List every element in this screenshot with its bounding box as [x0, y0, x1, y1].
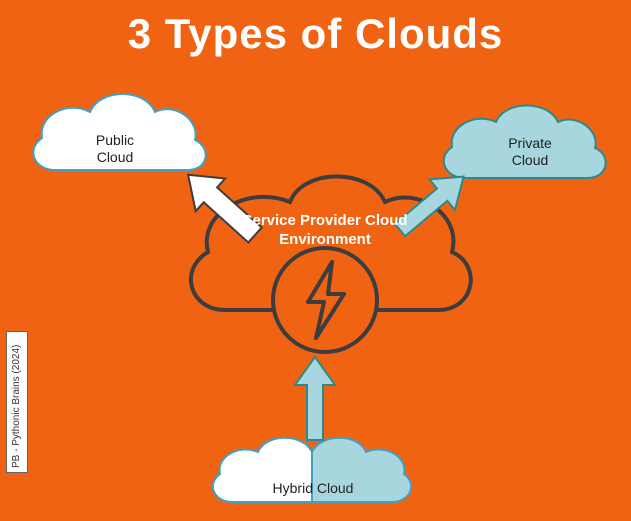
center-circle [273, 248, 377, 352]
arrow-from-hybrid [295, 357, 335, 440]
attribution-box: PB - Pythonic Brains (2024) [6, 331, 28, 473]
attribution-text: PB - Pythonic Brains (2024) [11, 328, 22, 468]
public-cloud-label: Public Cloud [85, 132, 145, 166]
hybrid-cloud-label: Hybrid Cloud [268, 480, 358, 497]
diagram-canvas: 3 Types of Clouds [0, 0, 631, 521]
private-cloud-label: Private Cloud [500, 135, 560, 169]
shapes-layer [0, 0, 631, 521]
center-cloud-label: Service Provider Cloud Environment [235, 212, 415, 250]
